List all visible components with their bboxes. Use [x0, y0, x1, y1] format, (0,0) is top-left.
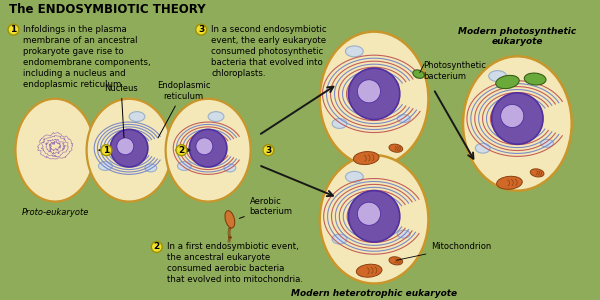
Ellipse shape — [332, 234, 347, 244]
Text: In a second endosymbiotic
event, the early eukaryote
consumed photosynthetic
bac: In a second endosymbiotic event, the ear… — [211, 25, 327, 78]
Ellipse shape — [397, 115, 410, 122]
Ellipse shape — [489, 70, 506, 82]
Circle shape — [196, 24, 206, 35]
Ellipse shape — [208, 112, 224, 122]
Text: Endoplasmic
reticulum: Endoplasmic reticulum — [157, 81, 210, 138]
Ellipse shape — [86, 99, 172, 202]
Ellipse shape — [320, 155, 428, 284]
Text: The ENDOSYMBIOTIC THEORY: The ENDOSYMBIOTIC THEORY — [8, 3, 205, 16]
Ellipse shape — [224, 164, 236, 172]
Circle shape — [117, 138, 134, 155]
Ellipse shape — [496, 75, 519, 89]
Circle shape — [358, 80, 380, 103]
Text: Mitochondrion: Mitochondrion — [397, 242, 491, 260]
Text: 1: 1 — [103, 146, 109, 155]
Text: Photosynthetic
bacterium: Photosynthetic bacterium — [424, 61, 487, 81]
Circle shape — [190, 129, 227, 167]
Ellipse shape — [463, 56, 572, 191]
Circle shape — [358, 202, 380, 225]
Ellipse shape — [413, 70, 424, 78]
Ellipse shape — [475, 143, 490, 153]
Text: 1: 1 — [10, 25, 17, 34]
Text: Nucleus: Nucleus — [104, 84, 138, 137]
Text: 2: 2 — [154, 242, 160, 251]
Circle shape — [500, 104, 524, 128]
Circle shape — [151, 242, 162, 252]
Text: In a first endosymbiotic event,
the ancestral eukaryote
consumed aerobic bacteri: In a first endosymbiotic event, the ance… — [167, 242, 302, 284]
Ellipse shape — [541, 139, 553, 147]
Ellipse shape — [166, 99, 251, 202]
Text: Modern photosynthetic
eukaryote: Modern photosynthetic eukaryote — [458, 27, 577, 46]
Ellipse shape — [389, 144, 403, 152]
Text: Modern heterotrophic eukaryote: Modern heterotrophic eukaryote — [291, 290, 457, 298]
Text: 3: 3 — [198, 25, 205, 34]
Circle shape — [491, 93, 543, 144]
Text: Aerobic
bacterium: Aerobic bacterium — [239, 197, 293, 218]
Text: Infoldings in the plasma
membrane of an ancestral
prokaryote gave rise to
endome: Infoldings in the plasma membrane of an … — [23, 25, 151, 89]
Ellipse shape — [530, 169, 544, 177]
Ellipse shape — [397, 230, 410, 238]
Ellipse shape — [129, 112, 145, 122]
Text: 3: 3 — [265, 146, 272, 155]
Ellipse shape — [497, 176, 522, 189]
Ellipse shape — [98, 161, 112, 170]
Circle shape — [196, 138, 213, 155]
Ellipse shape — [16, 99, 95, 202]
Text: 2: 2 — [178, 146, 185, 155]
Ellipse shape — [320, 32, 428, 166]
Circle shape — [101, 145, 112, 156]
Circle shape — [110, 129, 148, 167]
Ellipse shape — [524, 73, 546, 85]
Ellipse shape — [356, 264, 382, 277]
Ellipse shape — [346, 171, 363, 182]
Ellipse shape — [353, 152, 379, 165]
Ellipse shape — [332, 118, 347, 128]
Circle shape — [349, 191, 400, 242]
Ellipse shape — [225, 211, 235, 228]
Ellipse shape — [145, 164, 157, 172]
Circle shape — [8, 24, 19, 35]
Ellipse shape — [346, 46, 363, 57]
Ellipse shape — [389, 257, 403, 265]
Circle shape — [263, 145, 274, 156]
Circle shape — [176, 145, 187, 156]
Ellipse shape — [178, 161, 191, 170]
Text: Proto-eukaryote: Proto-eukaryote — [21, 208, 89, 217]
Circle shape — [349, 68, 400, 119]
